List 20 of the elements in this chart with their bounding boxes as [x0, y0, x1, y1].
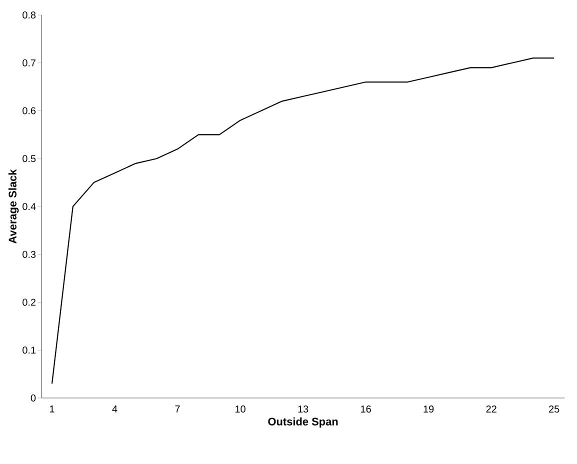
y-tick-label: 0.2	[22, 298, 36, 306]
y-tick-label: 0.3	[22, 250, 36, 258]
y-tick-label: 0.6	[22, 107, 36, 114]
x-tick-label: 19	[424, 406, 434, 413]
y-axis-title: Average Slack	[8, 169, 19, 244]
x-tick-label: 25	[549, 406, 560, 413]
x-tick-label: 16	[361, 406, 371, 413]
x-tick-label: 1	[50, 406, 54, 412]
x-tick-label: 22	[486, 406, 496, 412]
y-tick-label: 0.1	[22, 346, 36, 354]
y-tick-label: 0.5	[22, 155, 36, 162]
x-tick-label: 4	[112, 406, 118, 412]
y-tick-label: 0.7	[22, 59, 36, 66]
x-tick-label: 13	[298, 406, 308, 413]
y-tick-label: 0	[30, 394, 36, 402]
y-tick-label: 0.8	[22, 11, 36, 19]
x-tick-label: 7	[175, 406, 180, 412]
x-tick-label: 10	[236, 406, 246, 413]
x-axis-title: Outside Span	[268, 417, 338, 428]
y-tick-label: 0.4	[22, 202, 36, 210]
